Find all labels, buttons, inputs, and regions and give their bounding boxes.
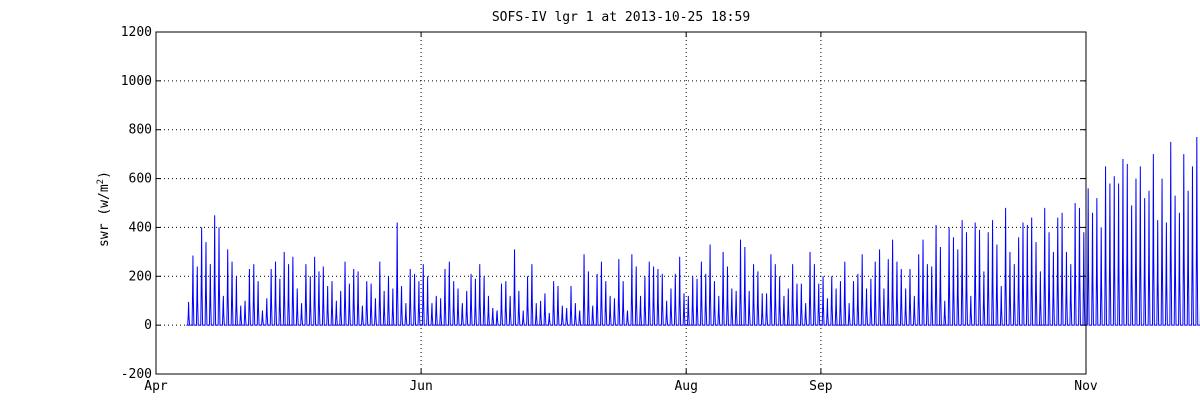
x-axis-ticks: Apr Jun Aug Sep Nov <box>144 32 1098 394</box>
y-axis-label-superscript: 2 <box>96 179 106 184</box>
y-tick-label: 600 <box>129 172 152 187</box>
plot-frame <box>155 31 1087 375</box>
y-axis-ticks: -200 0 200 400 600 800 1000 1200 <box>121 25 1086 382</box>
grid-lines <box>156 32 1086 374</box>
y-axis-label: swr (w/m2) <box>96 171 112 247</box>
y-tick-label: 1000 <box>121 74 152 89</box>
chart-title: SOFS-IV lgr 1 at 2013-10-25 18:59 <box>492 10 750 25</box>
series-line-group <box>186 137 1200 326</box>
x-tick-label: Aug <box>674 379 697 394</box>
swr-series-line <box>186 137 1200 326</box>
x-tick-label: Apr <box>144 379 168 394</box>
y-tick-label: 800 <box>129 123 152 138</box>
y-tick-label: 1200 <box>121 25 152 40</box>
y-tick-label: 200 <box>129 269 152 284</box>
x-tick-label: Jun <box>409 379 432 394</box>
x-tick-label: Sep <box>809 379 833 394</box>
y-axis-label-main: swr (w/m <box>97 184 112 247</box>
x-tick-label: Nov <box>1074 379 1098 394</box>
y-tick-label: -200 <box>121 367 152 382</box>
y-axis-label-close: ) <box>97 171 112 179</box>
y-tick-label: 0 <box>144 318 152 333</box>
y-tick-label: 400 <box>129 220 152 235</box>
